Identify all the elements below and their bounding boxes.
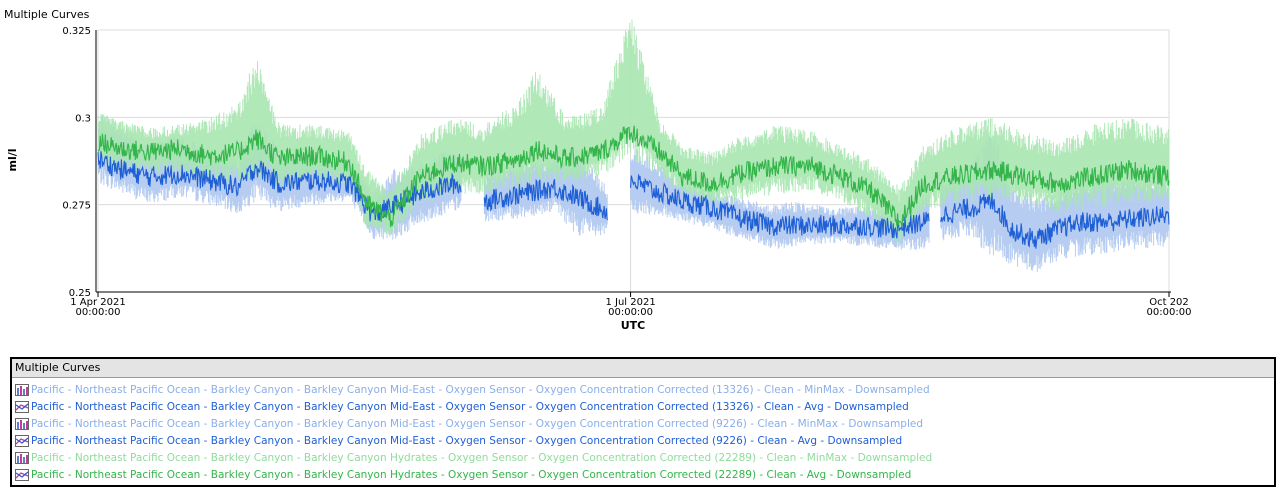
legend-item[interactable]: Pacific - Northeast Pacific Ocean - Bark… [12,398,1274,415]
legend-label: Pacific - Northeast Pacific Ocean - Bark… [31,383,930,396]
minmax-icon [15,383,29,396]
line-icon [15,400,29,413]
legend-label: Pacific - Northeast Pacific Ocean - Bark… [31,400,909,413]
y-tick-label: 0.275 [62,201,91,212]
legend-list: Pacific - Northeast Pacific Ocean - Bark… [12,378,1274,483]
legend-item[interactable]: Pacific - Northeast Pacific Ocean - Bark… [12,466,1274,483]
legend-item[interactable]: Pacific - Northeast Pacific Ocean - Bark… [12,432,1274,449]
y-tick-label: 0.325 [62,26,91,37]
legend-item[interactable]: Pacific - Northeast Pacific Ocean - Bark… [12,415,1274,432]
x-tick-label: Oct 202 [1149,297,1189,308]
legend-item[interactable]: Pacific - Northeast Pacific Ocean - Bark… [12,449,1274,466]
x-axis-label: UTC [621,319,646,332]
minmax-icon [15,451,29,464]
legend-label: Pacific - Northeast Pacific Ocean - Bark… [31,451,933,464]
minmax-icon [15,417,29,430]
x-tick-time: 00:00:00 [608,307,653,318]
legend-header: Multiple Curves [12,359,1274,378]
line-icon [15,434,29,447]
series-avg-blue-3 [630,174,1170,249]
y-tick-label: 0.3 [75,113,91,124]
legend-label: Pacific - Northeast Pacific Ocean - Bark… [31,468,912,481]
x-tick-time: 00:00:00 [76,307,121,318]
legend-panel: Multiple Curves Pacific - Northeast Paci… [10,357,1276,487]
legend-label: Pacific - Northeast Pacific Ocean - Bark… [31,434,903,447]
series-layer [97,19,1170,272]
x-tick-label: 1 Jul 2021 [605,297,655,308]
legend-item[interactable]: Pacific - Northeast Pacific Ocean - Bark… [12,381,1274,398]
y-axis-label: ml/l [6,148,19,171]
line-icon [15,468,29,481]
x-tick-time: 00:00:00 [1147,307,1192,318]
chart-title: Multiple Curves [4,8,90,21]
legend-label: Pacific - Northeast Pacific Ocean - Bark… [31,417,924,430]
series-avg-green-5 [97,125,1170,228]
x-tick-label: 1 Apr 2021 [70,297,125,308]
y-tick-label: 0.25 [69,288,91,299]
